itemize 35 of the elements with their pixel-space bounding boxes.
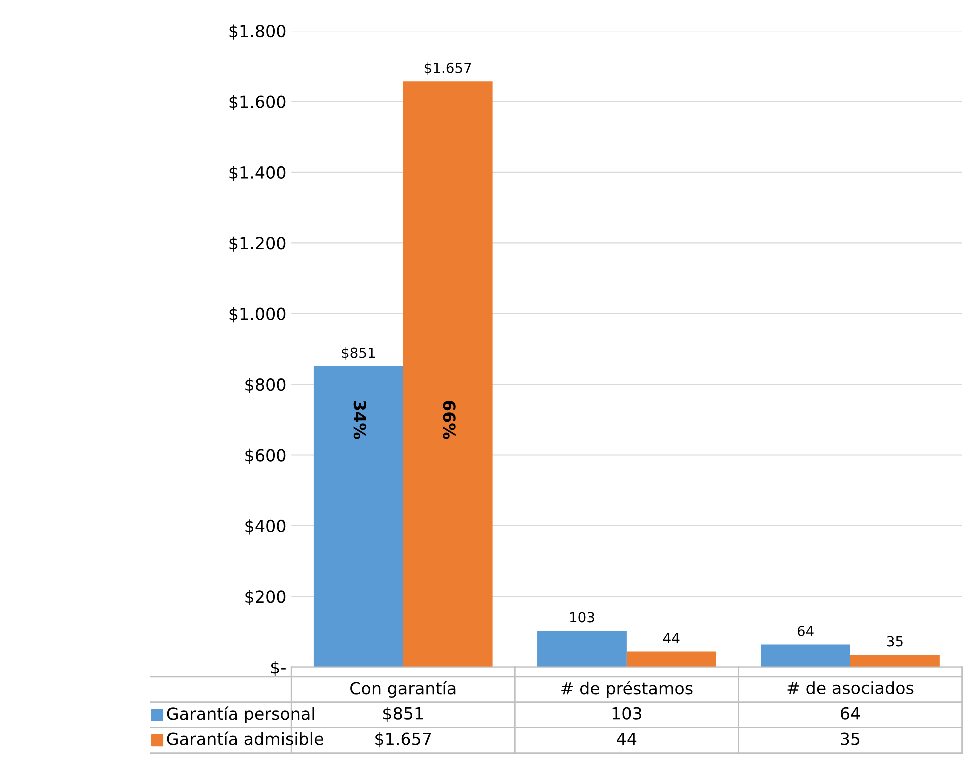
data-label: 103 bbox=[612, 707, 642, 720]
text: 103 bbox=[570, 612, 594, 623]
y-tick-label: $600 bbox=[246, 448, 286, 464]
text: 35 bbox=[887, 636, 903, 647]
legend-label: Garantía admisible bbox=[167, 732, 324, 746]
x-tick-label: # de préstamos bbox=[562, 681, 693, 698]
legend-label: Garantía personal bbox=[167, 706, 314, 724]
x-tick-label: # de asociados bbox=[788, 682, 914, 694]
data-label: 44 bbox=[617, 732, 637, 746]
bar bbox=[761, 644, 850, 668]
annotation: 66% bbox=[443, 400, 456, 440]
bar bbox=[538, 630, 627, 668]
data-label: $1.657 bbox=[376, 732, 432, 748]
y-tick-label: $- bbox=[272, 661, 286, 676]
y-tick-label: $400 bbox=[246, 520, 286, 535]
bar bbox=[403, 82, 493, 668]
bar bbox=[314, 366, 404, 668]
y-tick-label: $1.800 bbox=[230, 24, 286, 40]
annotation: 34% bbox=[354, 401, 366, 440]
text: 64 bbox=[798, 626, 814, 636]
data-label: 64 bbox=[841, 707, 860, 720]
text: $1.657 bbox=[424, 62, 472, 76]
bar bbox=[850, 654, 940, 668]
bar bbox=[626, 652, 716, 668]
data-label: $851 bbox=[384, 707, 424, 722]
data-label: 35 bbox=[841, 732, 860, 746]
y-tick-label: $1.400 bbox=[230, 166, 286, 182]
x-tick-label: Con garantía bbox=[350, 681, 456, 698]
y-tick-label: $1.200 bbox=[230, 236, 286, 252]
y-tick-label: $800 bbox=[246, 378, 286, 394]
y-tick-label: $200 bbox=[246, 590, 286, 606]
y-tick-label: $1.600 bbox=[230, 95, 286, 111]
text: 44 bbox=[663, 633, 680, 644]
text: $851 bbox=[342, 348, 376, 360]
y-tick-label: $1.000 bbox=[230, 308, 286, 323]
